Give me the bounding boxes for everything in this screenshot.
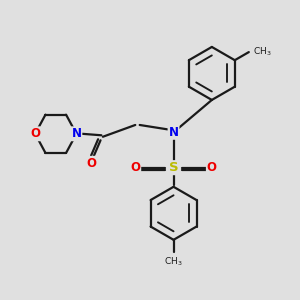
Text: O: O xyxy=(207,161,217,174)
Text: CH$_3$: CH$_3$ xyxy=(253,46,272,58)
Text: N: N xyxy=(71,127,81,140)
Text: O: O xyxy=(130,161,140,174)
Text: N: N xyxy=(169,126,178,139)
Text: S: S xyxy=(169,161,178,174)
Text: O: O xyxy=(86,157,96,170)
Text: CH$_3$: CH$_3$ xyxy=(164,256,183,268)
Text: O: O xyxy=(30,127,40,140)
